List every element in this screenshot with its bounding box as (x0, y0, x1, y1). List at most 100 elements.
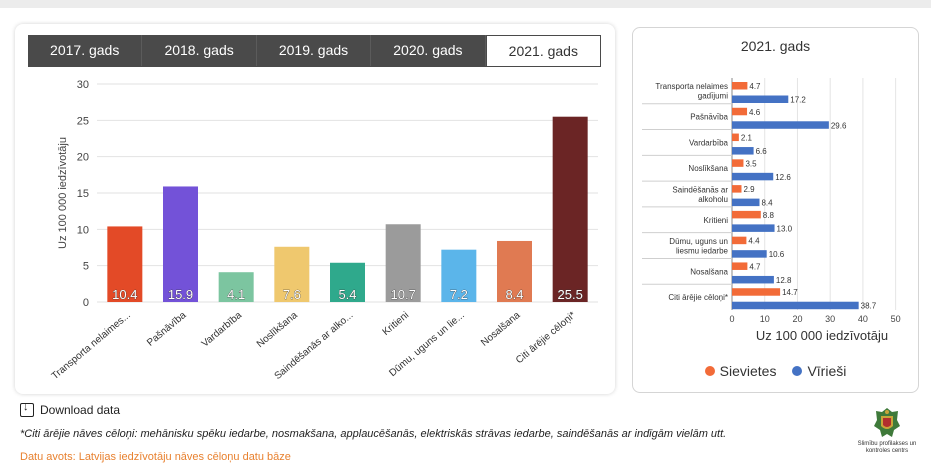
side-bar-value-label: 14.7 (782, 288, 798, 297)
side-bar-male (732, 275, 774, 284)
main-bar-chart: 0 5 10 15 20 25 30 Uz 100 000 iedzīvotāju 10.4 Tr… (50, 79, 598, 382)
side-y-category-label: Pašnāvība (690, 113, 728, 122)
side-y-category-label: Noslīkšana (688, 164, 728, 173)
main-bar-value-label: 15.9 (168, 287, 193, 302)
side-bar-value-label: 29.6 (831, 121, 847, 130)
main-y-tick-label: 25 (77, 115, 89, 127)
side-bar-value-label: 10.6 (769, 250, 785, 259)
side-bar-female (732, 159, 744, 167)
side-bar-female (732, 236, 747, 245)
legend-dot-male (792, 366, 803, 376)
side-bar-male (732, 147, 754, 155)
legend-dot-female (704, 366, 715, 376)
main-bar-value-label: 8.4 (505, 287, 523, 302)
side-bar-female (732, 185, 742, 193)
download-label: Download data (40, 403, 121, 417)
side-bar-value-label: 4.6 (749, 108, 761, 117)
main-chart-panel (15, 24, 615, 394)
side-x-tick-label: 20 (792, 314, 802, 324)
side-bar-value-label: 12.6 (775, 173, 791, 182)
side-bar-value-label: 13.0 (777, 224, 793, 233)
main-bar (385, 224, 421, 302)
tab-2018[interactable]: 2018. gads (142, 35, 257, 66)
side-bar-female (732, 288, 781, 296)
data-source: Datu avots: Latvijas iedzīvotāju nāves c… (20, 451, 291, 463)
side-bar-value-label: 8.8 (763, 211, 775, 220)
side-bar-value-label: 3.5 (745, 159, 757, 168)
side-bar-male (732, 198, 760, 207)
side-bar-value-label: 12.8 (776, 276, 792, 285)
side-x-tick-label: 10 (760, 314, 770, 324)
logo-text: Slimību profilakses un kontroles centrs (857, 441, 917, 454)
side-bar-value-label: 4.7 (749, 262, 761, 271)
side-bar-female (732, 107, 748, 116)
main-y-tick-label: 20 (77, 152, 89, 164)
side-bar-female (732, 133, 739, 142)
main-x-category-label: Citi ārējie cēloņi* (514, 310, 578, 366)
coat-of-arms-icon (872, 406, 902, 440)
main-y-axis-label: Uz 100 000 iedzīvotāju (57, 137, 69, 249)
main-x-category-label: Pašnāvība (145, 310, 189, 349)
side-bar-female (732, 262, 748, 270)
side-chart-panel (632, 27, 919, 393)
main-bar (497, 240, 532, 302)
side-bar-male (732, 301, 859, 310)
footnote: *Citi ārējie nāves cēloņi: mehānisku spē… (20, 428, 727, 440)
side-x-tick-label: 40 (858, 314, 868, 324)
side-x-tick-label: 50 (891, 314, 901, 324)
side-bar-female (732, 210, 761, 219)
main-x-category-label: Transporta nelaimes... (50, 310, 133, 382)
main-y-tick-label: 30 (77, 79, 89, 91)
side-x-tick-label: 30 (825, 314, 835, 324)
side-bar-value-label: 8.4 (761, 199, 773, 208)
side-bar-male (732, 250, 767, 258)
download-icon (20, 401, 34, 417)
side-y-category-label: Kritieni (704, 216, 729, 225)
side-bar-value-label: 2.9 (743, 185, 755, 194)
main-y-tick-label: 15 (77, 188, 89, 200)
spkc-logo: Slimību profilakses un kontroles centrs (852, 406, 922, 455)
tab-2017[interactable]: 2017. gads (28, 35, 143, 66)
main-x-category-label: Vardarbība (200, 310, 245, 350)
side-bar-value-label: 4.4 (748, 237, 760, 246)
side-bar-value-label: 6.6 (756, 147, 768, 156)
main-bar (107, 226, 143, 302)
download-data-button[interactable]: Download data (20, 401, 121, 417)
side-bar-value-label: 38.7 (861, 302, 877, 311)
side-bar-male (732, 172, 774, 181)
tab-2020[interactable]: 2020. gads (371, 35, 486, 66)
top-bar (0, 0, 931, 8)
side-bar-female (732, 82, 748, 90)
side-y-category-label: alkoholu (698, 195, 728, 204)
side-bar-value-label: 17.2 (790, 96, 806, 105)
side-y-category-label: Dūmu, uguns un (669, 237, 728, 246)
main-bar-value-label: 5.4 (338, 287, 356, 302)
main-bar (552, 116, 588, 302)
main-bar-value-label: 10.4 (112, 287, 137, 302)
tab-2019[interactable]: 2019. gads (256, 35, 372, 66)
legend-item-male[interactable]: Vīrieši (792, 363, 846, 379)
side-bar-male (732, 95, 789, 103)
side-y-category-label: Transporta nelaimes (655, 82, 728, 91)
main-y-tick-label: 10 (77, 224, 89, 236)
legend-label-male: Vīrieši (807, 363, 847, 379)
tab-2021[interactable]: 2021. gads (485, 35, 602, 66)
side-bar-male (732, 121, 829, 129)
side-y-category-label: Saindēšanās ar (672, 185, 728, 194)
legend-item-female[interactable]: Sievietes (704, 363, 776, 379)
main-x-category-label: Nosalšana (479, 310, 523, 349)
main-bar-value-label: 10.7 (391, 287, 416, 302)
side-bar-value-label: 2.1 (741, 134, 753, 143)
main-bar (330, 262, 365, 302)
main-y-tick-label: 5 (83, 261, 89, 273)
side-y-category-label: Citi ārējie cēloņi* (668, 293, 728, 302)
side-y-category-label: gadījumi (698, 92, 728, 101)
side-chart-legend: Sievietes Vīrieši (632, 363, 919, 379)
main-bar (441, 249, 477, 302)
main-x-category-label: Kritieni (381, 310, 411, 338)
tab-underline (28, 66, 601, 67)
main-bar-value-label: 7.6 (283, 287, 301, 302)
main-bar-value-label: 25.5 (558, 287, 583, 302)
main-x-category-label: Noslīkšana (255, 310, 300, 351)
